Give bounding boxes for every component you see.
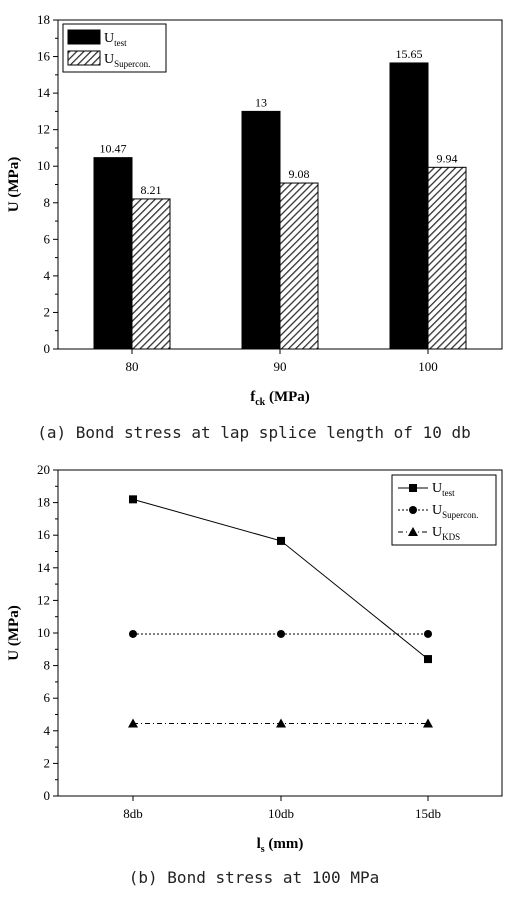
point-square (129, 495, 137, 504)
point-square (277, 536, 285, 545)
data-label: 13 (255, 95, 267, 109)
x-tick-label: 10db (268, 806, 294, 821)
point-triangle (276, 718, 286, 728)
legend-marker (408, 527, 418, 536)
point-square (424, 655, 432, 664)
caption-b: (b) Bond stress at 100 MPa (129, 868, 379, 887)
y-axis-title: U (MPa) (6, 605, 22, 660)
y-tick-label: 14 (37, 85, 51, 100)
y-tick-label: 2 (44, 304, 51, 319)
bar-test (93, 157, 133, 350)
data-label: 10.47 (100, 142, 127, 156)
x-tick-label: 90 (274, 359, 287, 374)
legend-marker (409, 506, 417, 514)
bar-supercon (279, 182, 319, 350)
x-tick-label: 15db (415, 806, 441, 821)
point-circle (277, 629, 285, 638)
data-label: 9.08 (289, 167, 310, 181)
legend-label: USupercon. (432, 503, 478, 520)
y-tick-label: 16 (37, 527, 51, 542)
y-tick-label: 6 (44, 231, 51, 246)
x-tick-label: 80 (126, 359, 139, 374)
legend-swatch (67, 50, 101, 66)
y-tick-label: 6 (44, 690, 51, 705)
line-chart: 0 2 4 6 8 10 12 14 16 18 20 8db 10db 15db U (MPa) ls (m… (6, 462, 503, 855)
bar-test (389, 62, 429, 350)
y-tick-label: 16 (37, 49, 51, 64)
y-tick-label: 18 (37, 12, 50, 27)
y-tick-label: 8 (44, 658, 51, 673)
y-tick-label: 14 (37, 560, 51, 575)
y-tick-label: 12 (37, 122, 50, 137)
y-tick-label: 0 (44, 788, 51, 803)
y-tick-label: 10 (37, 158, 50, 173)
legend-label: UKDS (432, 525, 460, 542)
legend-label: Utest (104, 31, 127, 48)
y-tick-label: 10 (37, 625, 50, 640)
data-label: 8.21 (141, 183, 162, 197)
y-tick-label: 4 (44, 268, 51, 283)
x-axis-title: fck (MPa) (250, 389, 310, 408)
bar-supercon (427, 166, 467, 350)
legend-label: Utest (432, 481, 455, 498)
data-label: 9.94 (437, 151, 458, 165)
y-tick-label: 4 (44, 723, 51, 738)
y-axis-title: U (MPa) (6, 157, 22, 212)
x-axis-title: ls (mm) (257, 836, 304, 855)
y-tick-label: 20 (37, 462, 50, 477)
y-tick-label: 8 (44, 195, 51, 210)
y-tick-label: 2 (44, 755, 51, 770)
point-triangle (128, 718, 138, 728)
data-label: 15.65 (396, 47, 423, 61)
bar-chart: 0 2 4 6 8 10 12 14 16 18 80 90 100 U (MPa) fck (MPa) 10… (6, 12, 503, 408)
x-tick-label: 8db (123, 806, 143, 821)
x-tick-label: 100 (418, 359, 438, 374)
legend-label: USupercon. (104, 52, 150, 69)
y-tick-label: 0 (44, 341, 51, 356)
point-triangle (423, 718, 433, 728)
y-tick-label: 18 (37, 495, 50, 510)
point-circle (424, 629, 432, 638)
legend-swatch (67, 29, 101, 45)
bar-supercon (131, 198, 171, 350)
bar-test (241, 110, 281, 350)
y-tick-label: 12 (37, 592, 50, 607)
point-circle (129, 629, 137, 638)
legend-marker (409, 484, 417, 492)
caption-a: (a) Bond stress at lap splice length of … (37, 423, 470, 442)
